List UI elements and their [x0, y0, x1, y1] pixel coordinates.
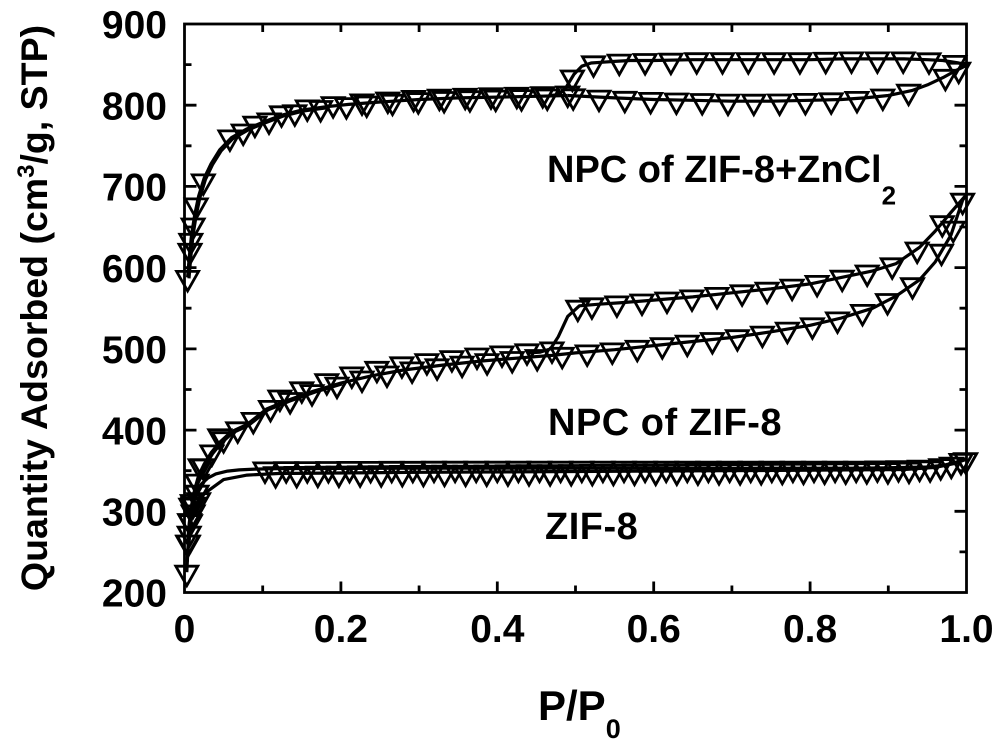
svg-text:0.2: 0.2	[314, 608, 368, 651]
svg-text:NPC of ZIF-8: NPC of ZIF-8	[548, 402, 782, 444]
svg-text:600: 600	[102, 248, 167, 291]
svg-text:Quantity Adsorbed (cm3/g, STP): Quantity Adsorbed (cm3/g, STP)	[13, 25, 55, 591]
svg-text:700: 700	[102, 167, 167, 210]
svg-text:900: 900	[102, 4, 167, 47]
svg-text:0.4: 0.4	[470, 608, 525, 651]
svg-text:800: 800	[102, 85, 167, 128]
svg-text:0.8: 0.8	[783, 608, 837, 651]
svg-text:500: 500	[102, 329, 167, 372]
svg-text:ZIF-8: ZIF-8	[545, 506, 638, 548]
svg-text:400: 400	[102, 410, 167, 453]
svg-text:300: 300	[102, 492, 167, 535]
svg-text:1.0: 1.0	[939, 608, 993, 651]
svg-text:200: 200	[102, 573, 167, 616]
svg-text:0.6: 0.6	[627, 608, 681, 651]
svg-text:0: 0	[174, 608, 196, 651]
